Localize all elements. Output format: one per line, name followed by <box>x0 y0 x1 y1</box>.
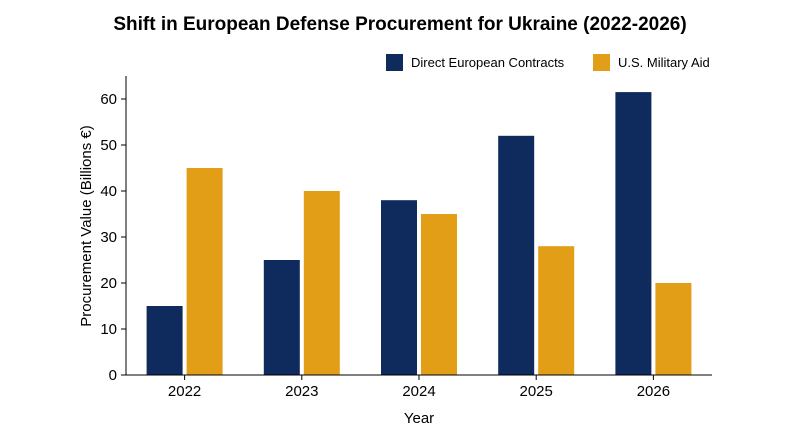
y-axis-ticks: 0 10 20 30 40 50 60 <box>100 91 126 384</box>
bars-group <box>146 92 692 375</box>
y-axis-title: Procurement Value (Billions €) <box>78 125 95 326</box>
bar-us-military-aid-2026 <box>655 283 692 375</box>
y-tick-label: 60 <box>100 91 117 108</box>
legend: Direct European Contracts U.S. Military A… <box>386 54 710 71</box>
y-tick-label: 50 <box>100 137 117 154</box>
y-tick-label: 30 <box>100 229 117 246</box>
y-tick-label: 10 <box>100 321 117 338</box>
bar-us-military-aid-2022 <box>186 168 223 375</box>
x-tick-label: 2023 <box>285 383 318 400</box>
y-tick-label: 20 <box>100 275 117 292</box>
legend-swatch <box>593 54 610 71</box>
x-axis-title: Year <box>404 410 434 427</box>
bar-direct-european-contracts-2022 <box>146 306 183 375</box>
legend-label: U.S. Military Aid <box>618 55 710 70</box>
bar-direct-european-contracts-2023 <box>263 260 300 375</box>
y-tick-label: 0 <box>109 367 117 384</box>
x-tick-label: 2022 <box>168 383 201 400</box>
y-tick-label: 40 <box>100 183 117 200</box>
legend-label: Direct European Contracts <box>411 55 565 70</box>
x-tick-label: 2024 <box>402 383 435 400</box>
legend-swatch <box>386 54 403 71</box>
chart-title: Shift in European Defense Procurement fo… <box>113 14 686 35</box>
x-tick-label: 2025 <box>520 383 553 400</box>
bar-direct-european-contracts-2024 <box>381 200 417 375</box>
bar-direct-european-contracts-2025 <box>498 135 535 375</box>
bar-us-military-aid-2025 <box>538 246 575 375</box>
bar-direct-european-contracts-2026 <box>615 92 652 375</box>
x-axis-ticks: 2022 2023 2024 2025 2026 <box>168 375 670 400</box>
bar-us-military-aid-2024 <box>421 214 457 375</box>
bar-us-military-aid-2023 <box>303 191 340 375</box>
x-tick-label: 2026 <box>637 383 670 400</box>
